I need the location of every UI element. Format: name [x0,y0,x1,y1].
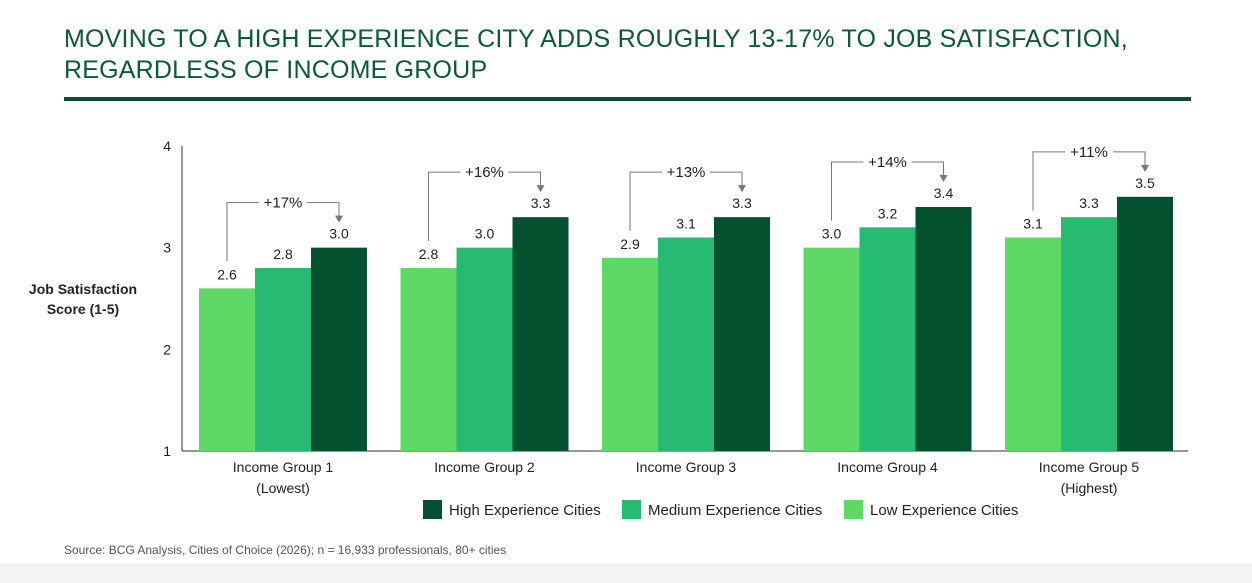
x-tick-label: (Lowest) [256,480,310,496]
annotation-arrowhead [738,185,746,193]
data-label: 3.2 [878,205,898,221]
bar-high-group-5 [1117,196,1173,451]
annotation-arrowhead [536,185,545,193]
data-label: 3.1 [676,216,696,232]
y-axis-label: Job Satisfaction Score (1-5) [16,279,150,319]
data-label: 3.0 [822,226,842,242]
footer-band [0,563,1252,583]
bar-medium-group-1 [255,268,311,451]
bar-medium-group-3 [658,237,714,451]
y-tick-label: 2 [163,341,171,357]
bar-low-group-5 [1005,237,1061,451]
bar-medium-group-2 [456,247,513,451]
x-tick-label: Income Group 4 [837,459,938,475]
bar-chart: 1 2 3 4 2.6 2.8 3.0 +17% Income Group 1 (Lowest) 2… [163,138,1188,519]
x-tick-label: Income Group 3 [636,459,737,475]
data-label: 3.0 [475,226,495,242]
annotation-bracket-left [428,171,461,241]
annotation-arrowhead [335,215,343,223]
y-tick-label: 1 [163,443,171,459]
bar-low-group-1 [199,288,255,451]
bar-medium-group-5 [1061,217,1117,451]
bar-low-group-2 [400,268,457,451]
y-tick-label: 4 [163,138,171,154]
bar-high-group-3 [714,217,770,451]
annotation-bracket-right [508,171,541,187]
legend-label: Low Experience Cities [870,502,1018,519]
legend-swatch-low [844,500,863,519]
x-tick-label: Income Group 2 [434,459,535,475]
bar-medium-group-4 [859,227,916,451]
data-label: 3.5 [1135,175,1155,191]
bar-low-group-3 [602,257,658,451]
data-label: 3.3 [732,195,752,211]
annotation-arrowhead [939,175,948,182]
data-label: 3.3 [1079,195,1099,211]
source-note: Source: BCG Analysis, Cities of Choice (… [64,543,507,557]
annotation-percent: +14% [868,154,907,171]
annotation-bracket-right [1113,151,1146,166]
annotation-bracket-left [629,171,662,231]
title-line-1: MOVING TO A HIGH EXPERIENCE CITY ADDS RO… [64,25,1128,53]
data-label: 2.8 [273,246,293,262]
annotation-percent: +17% [264,195,303,212]
annotation-percent: +16% [465,164,504,181]
annotation-percent: +13% [667,164,706,181]
title-line-2: REGARDLESS OF INCOME GROUP [64,56,488,84]
annotation-bracket-left [1032,151,1065,211]
bar-high-group-1 [311,247,367,451]
bar-high-group-2 [512,217,569,451]
annotation-bracket-left [831,161,864,221]
legend-swatch-medium [622,500,641,519]
y-tick-label: 3 [163,240,171,256]
annotation-bracket-left [226,202,259,262]
page-title: MOVING TO A HIGH EXPERIENCE CITY ADDS RO… [64,24,1194,86]
y-axis-label-line-2: Score (1-5) [46,301,120,317]
x-tick-label: Income Group 5 [1039,459,1140,475]
annotation-bracket-right [911,161,944,176]
y-axis-label-line-1: Job Satisfaction [28,281,138,297]
title-divider [64,97,1191,101]
x-tick-label: Income Group 1 [233,459,334,475]
bar-high-group-4 [915,207,972,451]
bar-low-group-4 [803,247,860,451]
annotation-bracket-right [710,171,743,187]
x-tick-label: (Highest) [1061,480,1118,496]
legend-label: High Experience Cities [449,502,601,519]
data-label: 2.9 [620,236,640,252]
data-label: 3.4 [934,185,954,201]
annotation-bracket-right [307,202,340,217]
data-label: 3.1 [1023,216,1043,232]
annotation-arrowhead [1141,164,1149,172]
data-label: 2.8 [419,246,439,262]
annotation-percent: +11% [1070,144,1108,161]
legend-swatch-high [423,500,442,519]
data-label: 3.0 [329,226,349,242]
legend-label: Medium Experience Cities [648,502,822,519]
data-label: 3.3 [531,195,551,211]
data-label: 2.6 [217,266,237,282]
